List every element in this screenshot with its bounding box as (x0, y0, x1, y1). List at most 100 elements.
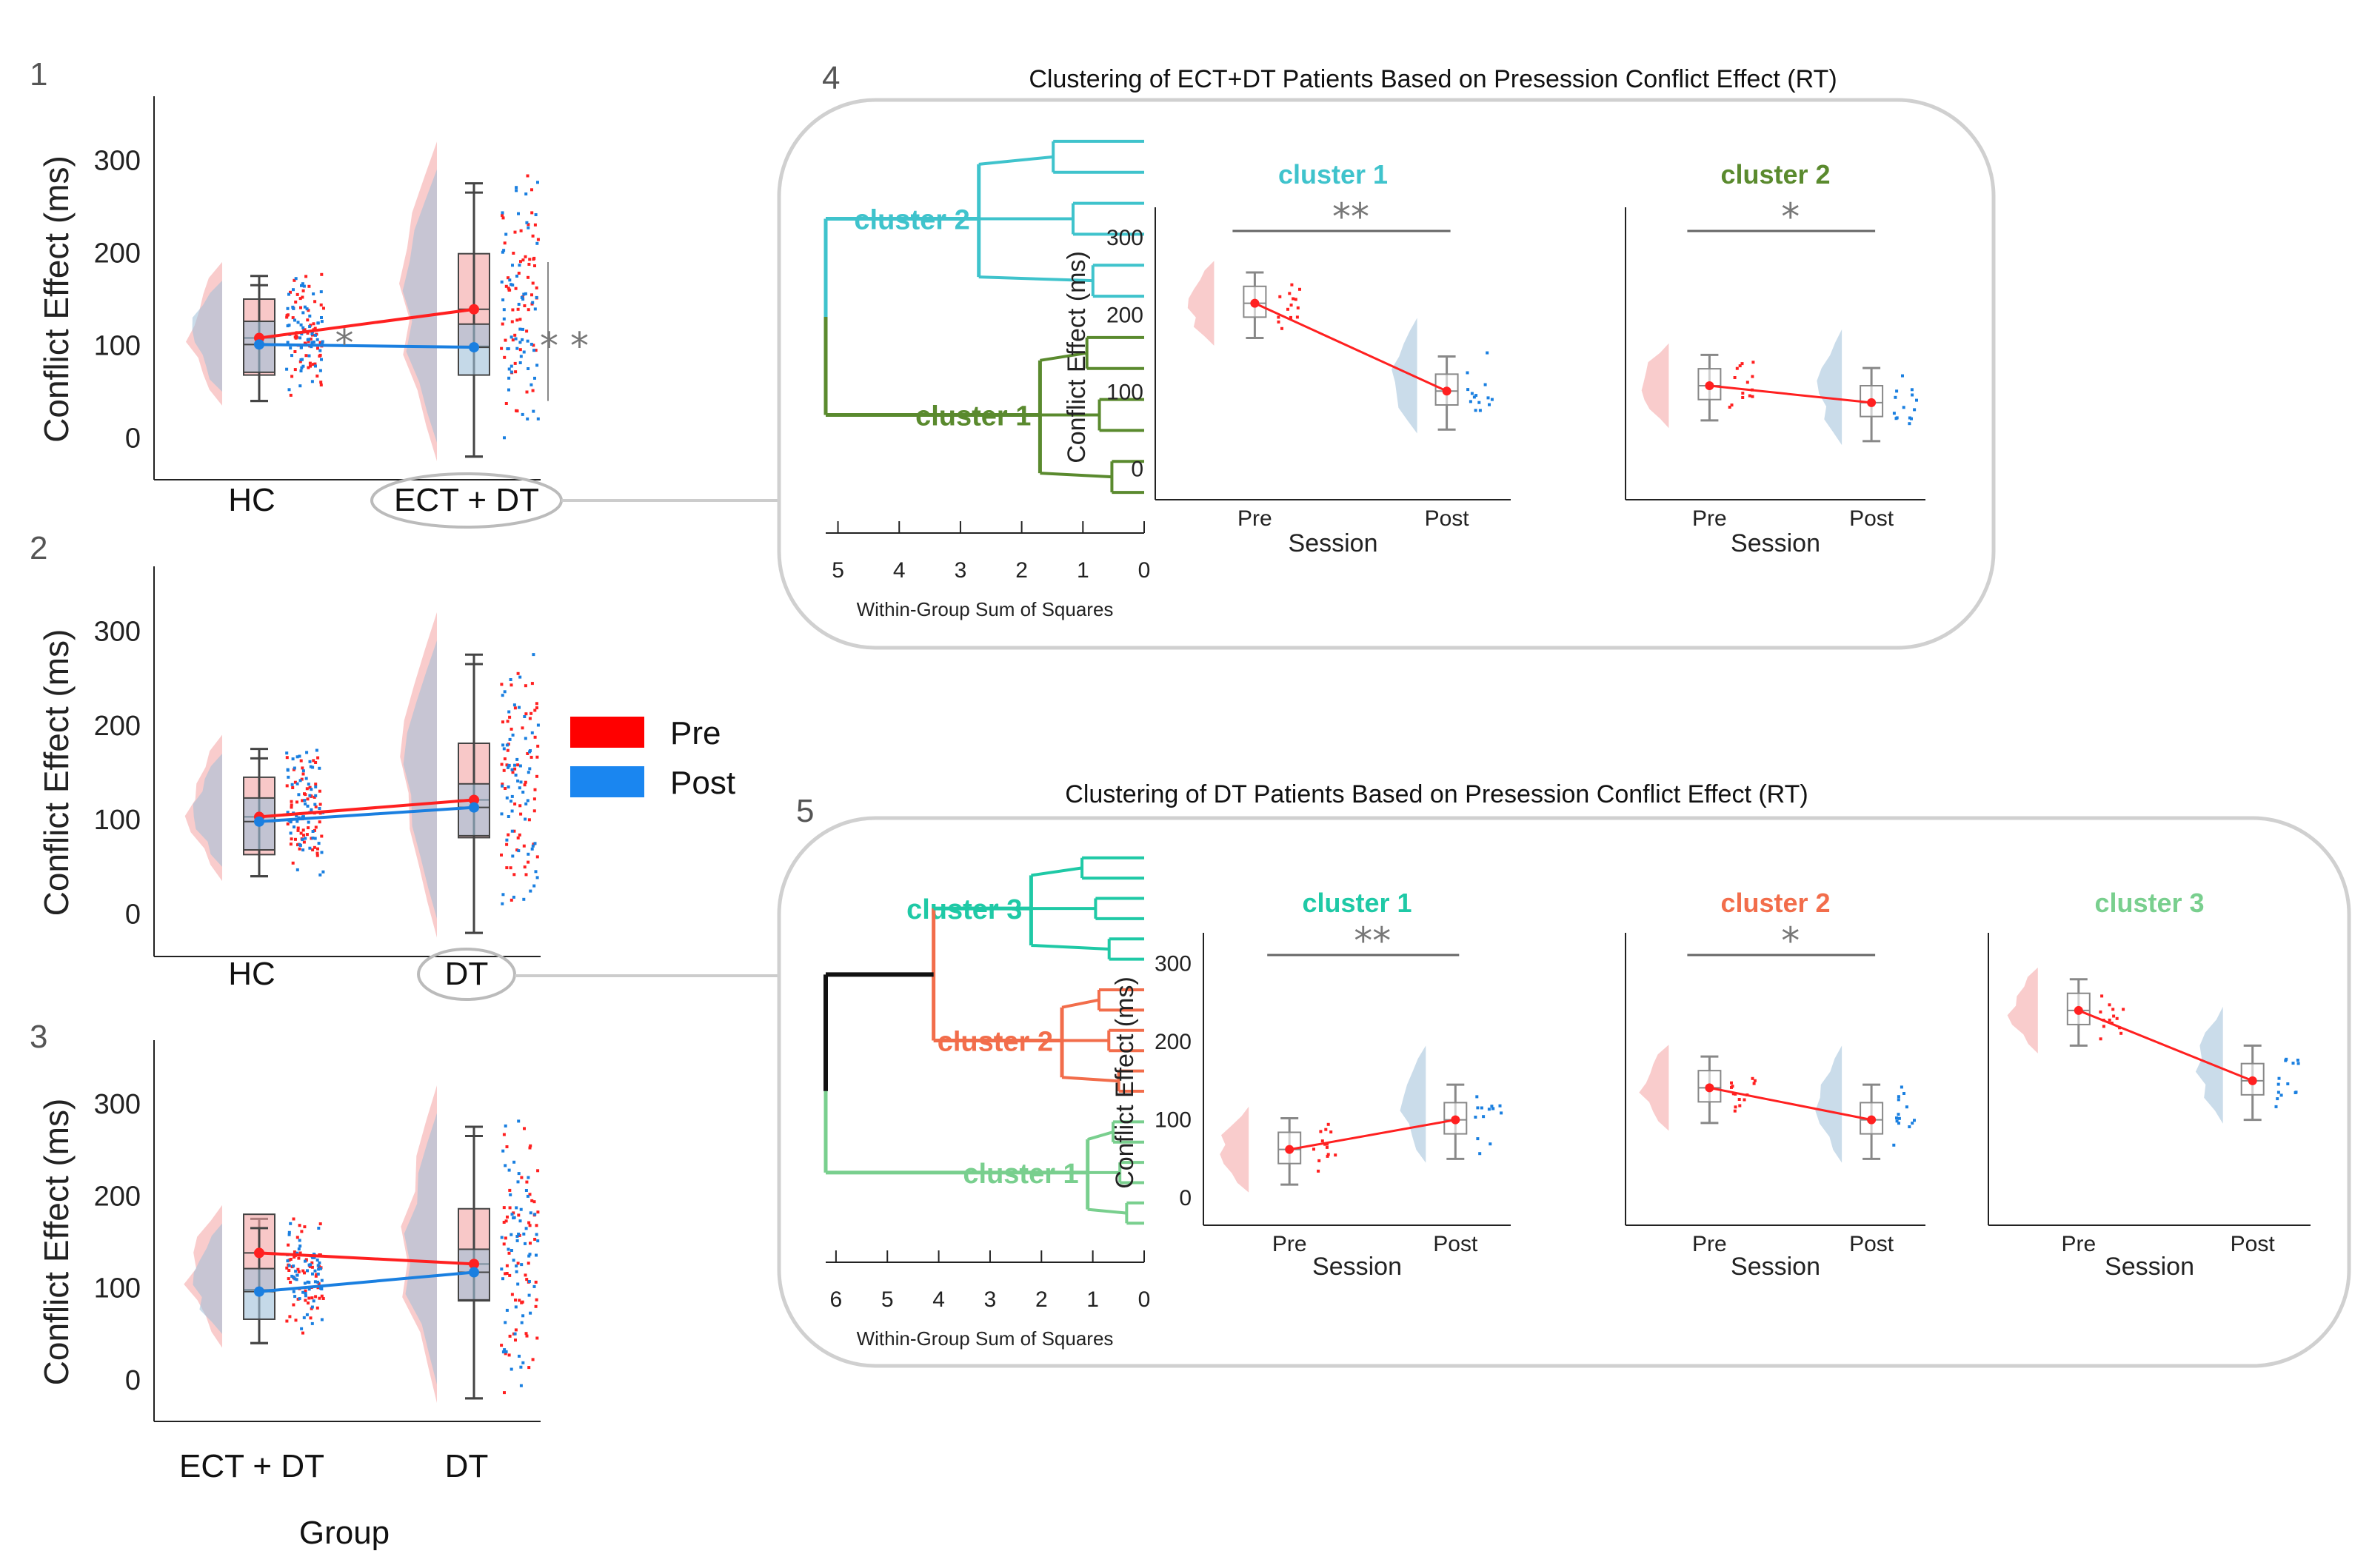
panel-5-sub-dot-post (1913, 1119, 1916, 1122)
panel-3-dot-post (306, 1269, 309, 1273)
panel-3-dot-pre (529, 1242, 532, 1245)
panel-5-sub-dot-pre (1323, 1142, 1327, 1146)
panel-4-sub-dot-post (1895, 389, 1899, 393)
panel-3-pre-mean (469, 1259, 479, 1270)
panel-2-dot-pre (296, 843, 299, 847)
panel-5-sub-cloud-pre (2007, 967, 2038, 1053)
panel-1-dot-post (300, 284, 303, 287)
panel-1-dot-pre (301, 295, 304, 299)
panel-5-sub-cloud-pre (1220, 1106, 1249, 1193)
panel-3-dot-post (312, 1299, 315, 1303)
panel-5-sub-dot-pre (1753, 1079, 1757, 1082)
panel-3-dot-post (305, 1313, 309, 1316)
panel-5-sub-dot-post (1476, 1137, 1480, 1141)
panel-3-dot-post (307, 1287, 311, 1291)
panel-3-dot-post (290, 1274, 294, 1278)
panel-5-dendro-ticklabel: 3 (984, 1287, 997, 1312)
panel-4-sub-cloud-pre (1187, 261, 1215, 346)
panel-1-dot-post (507, 388, 510, 392)
panel-5-sub-dot-post (1908, 1125, 1911, 1128)
panel-5-sub-dot-pre (1730, 1081, 1733, 1085)
panel-1-dot-post (525, 221, 529, 224)
panel-1-dot-post (524, 292, 527, 295)
panel-2-dot-pre (535, 702, 538, 706)
panel-3-dot-post (312, 1256, 315, 1259)
panel-1-dot-post (500, 280, 504, 284)
panel-5-sub-dot-post (2279, 1093, 2283, 1097)
panel-4-sub-dot-post (1911, 393, 1914, 397)
panel-5-sub-dot-post (1892, 1143, 1896, 1147)
panel-3-dot-pre (505, 1272, 509, 1275)
panel-1-dot-post (518, 341, 522, 344)
panel-3-dot-pre (524, 1332, 528, 1336)
panel-2-dot-pre (533, 788, 537, 791)
panel-3-dot-post (536, 1239, 540, 1243)
panel-4-sub-dot-post (1472, 395, 1476, 399)
panel-2-dot-pre (293, 780, 297, 784)
panel-3-dot-post (509, 1193, 512, 1196)
panel-1-dot-post (300, 332, 304, 336)
panel-3-dot-pre (309, 1316, 313, 1320)
panel-2-dot-post (534, 870, 538, 874)
panel-3-dot-post (518, 1354, 521, 1358)
panel-2-dot-pre (522, 844, 526, 848)
panel-1-dot-pre (532, 344, 535, 347)
panel-1-dot-post (510, 283, 513, 287)
panel-2-dot-post (305, 751, 309, 754)
panel-5-sub-dot-post (1474, 1116, 1477, 1119)
panel-2-dot-post (501, 902, 504, 905)
panel-4-sub-ytick: 200 (1106, 303, 1143, 327)
panel-2-dot-post (531, 844, 535, 848)
panel-3-dot-post (518, 1219, 522, 1223)
panel-5-sub-dot-pre (1329, 1130, 1333, 1133)
panel-3-dot-pre (310, 1307, 313, 1310)
panel-2-dot-pre (290, 800, 293, 803)
panel-5-sub-cloud-post (1400, 1045, 1426, 1163)
panel-2-dot-post (510, 800, 512, 803)
panel-1-dot-post (294, 277, 298, 281)
panel-3-dot-post (319, 1287, 322, 1290)
panel-2-group-label: DT (445, 956, 489, 992)
panel-5-sub-dot-post (1911, 1122, 1914, 1125)
panel-2-ytick: 300 (94, 616, 141, 647)
panel-1-ytick: 200 (94, 238, 141, 269)
panel-2-post-line (258, 805, 475, 823)
panel-1-dot-pre (503, 355, 507, 359)
panel-4-sub-cloud-pre (1641, 343, 1669, 429)
panel-1-dot-pre (306, 332, 310, 335)
panel-4-sub-cloud-post (1392, 318, 1417, 434)
panel-2-dot-pre (296, 828, 300, 832)
panel-2-dot-post (511, 854, 515, 858)
panel-1-dot-post (521, 338, 524, 341)
panel-3-dot-post (521, 1314, 525, 1318)
panel-1-dot-pre (313, 300, 317, 304)
panel-1-dot-post (310, 380, 314, 383)
panel-3-post-mean (469, 1267, 479, 1278)
panel-5-sub-dot-post (2277, 1076, 2281, 1080)
panel-1-dot-pre (293, 368, 297, 372)
panel-4-sub-ytick: 100 (1106, 380, 1143, 404)
panel-1-dot-post (302, 284, 306, 288)
panel-4-dendro-ticklabel: 3 (955, 558, 967, 583)
panel-1-dot-post (293, 318, 296, 322)
panel-3-dot-pre (303, 1225, 307, 1229)
panel-1-dot-pre (521, 258, 525, 262)
panel-3-dot-pre (321, 1297, 325, 1300)
panel-2-dot-pre (285, 784, 289, 788)
panel-4-sub-xlabel: Session (1289, 529, 1378, 557)
panel-3-box-post-box (243, 1267, 275, 1320)
panel-3-dot-pre (535, 1224, 538, 1227)
panel-4-sub-dot-pre (1751, 395, 1754, 398)
panel-2-dot-pre (313, 845, 316, 849)
panel-1-cloud-post (192, 280, 222, 392)
panel-3-dot-pre (508, 1334, 512, 1338)
panel-2-dot-pre (524, 684, 527, 688)
panel-4-sub-dot-post (1486, 396, 1490, 400)
panel-2-dot-pre (314, 825, 318, 829)
panel-1-dot-pre (513, 333, 517, 337)
panel-5-sub-dot-pre (1326, 1122, 1330, 1126)
panel-3-dot-post (512, 1216, 515, 1220)
panel-5-sub-pre-mean (1285, 1145, 1294, 1154)
panel-3-dot-pre (287, 1269, 291, 1272)
